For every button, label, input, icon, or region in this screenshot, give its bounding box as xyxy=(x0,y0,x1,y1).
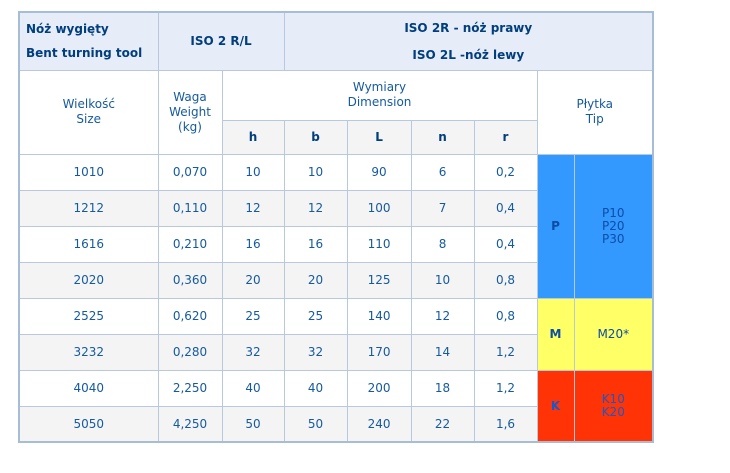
cell-size: 5050 xyxy=(18,405,159,443)
col-header-h: h xyxy=(221,119,285,155)
cell-r: 0,8 xyxy=(473,297,538,335)
header-row-dims: h b L n r xyxy=(19,119,653,155)
cell-h: 20 xyxy=(221,261,285,299)
cell-size: 1010 xyxy=(18,153,159,191)
table-row: 1616 0,210 16 16 110 8 0,4 xyxy=(18,225,653,263)
col-header-r: r xyxy=(473,119,538,155)
table-row: 3232 0,280 32 32 170 14 1,2 xyxy=(18,333,653,371)
cell-L: 100 xyxy=(346,189,412,227)
cell-n: 10 xyxy=(410,261,475,299)
table-row: 2525 0,620 25 25 140 12 0,8 M M20* xyxy=(18,297,654,371)
header-row-top: Nóż wygięty Bent turning tool ISO 2 R/L … xyxy=(18,11,654,71)
cell-weight: 0,620 xyxy=(157,297,223,335)
cell-weight: 0,280 xyxy=(157,333,223,371)
cell-n: 18 xyxy=(410,369,475,407)
cell-r: 1,6 xyxy=(473,405,538,443)
cell-r: 0,4 xyxy=(473,189,538,227)
tips-m-cell: M20* xyxy=(573,297,654,371)
cell-h: 50 xyxy=(221,405,285,443)
cell-h: 10 xyxy=(221,153,285,191)
cell-h: 12 xyxy=(221,189,285,227)
cell-b: 40 xyxy=(283,369,348,407)
cell-h: 40 xyxy=(221,369,285,407)
header-row-groups: Wielkość Size Waga Weight (kg) Wymiary D… xyxy=(18,69,654,155)
cell-r: 0,8 xyxy=(473,261,538,299)
iso-code: ISO 2 R/L xyxy=(190,34,252,49)
cell-L: 90 xyxy=(346,153,412,191)
cell-size: 2020 xyxy=(18,261,159,299)
tips-k-cell: K10 K20 xyxy=(573,369,654,443)
cell-size: 3232 xyxy=(18,333,159,371)
table-row: 4040 2,250 40 40 200 18 1,2 K K10 K20 xyxy=(18,369,654,443)
spec-table: Nóż wygięty Bent turning tool ISO 2 R/L … xyxy=(18,11,655,443)
iso-variants-cell: ISO 2R - nóż prawy ISO 2L -nóż lewy xyxy=(283,11,654,71)
cell-b: 32 xyxy=(283,333,348,371)
table-row: 1010 0,070 10 10 90 6 0,2 P P10 P20 P30 xyxy=(18,153,654,299)
col-header-weight: Waga Weight (kg) xyxy=(157,69,223,155)
cell-L: 125 xyxy=(346,261,412,299)
cell-size: 2525 xyxy=(18,297,159,335)
cell-n: 8 xyxy=(410,225,475,263)
cell-n: 7 xyxy=(410,189,475,227)
cell-h: 25 xyxy=(221,297,285,335)
cell-n: 14 xyxy=(410,333,475,371)
cell-size: 1212 xyxy=(18,189,159,227)
cell-weight: 0,110 xyxy=(157,189,223,227)
cell-L: 170 xyxy=(346,333,412,371)
cell-b: 16 xyxy=(283,225,348,263)
col-header-tip: Płytka Tip xyxy=(536,69,654,155)
cell-b: 10 xyxy=(283,153,348,191)
cell-weight: 2,250 xyxy=(157,369,223,407)
tips-p-cell: P10 P20 P30 xyxy=(573,153,654,299)
cell-b: 25 xyxy=(283,297,348,335)
cell-b: 12 xyxy=(283,189,348,227)
cell-h: 16 xyxy=(221,225,285,263)
col-header-size: Wielkość Size xyxy=(18,69,159,155)
cell-L: 110 xyxy=(346,225,412,263)
grade-m-cell: M xyxy=(536,297,575,371)
col-header-dimension: Wymiary Dimension xyxy=(221,69,538,121)
cell-weight: 0,070 xyxy=(157,153,223,191)
cell-r: 1,2 xyxy=(473,369,538,407)
cell-h: 32 xyxy=(221,333,285,371)
cell-weight: 0,210 xyxy=(157,225,223,263)
col-header-n: n xyxy=(410,119,475,155)
cell-L: 240 xyxy=(346,405,412,443)
cell-L: 140 xyxy=(346,297,412,335)
grade-p-cell: P xyxy=(536,153,575,299)
cell-b: 50 xyxy=(283,405,348,443)
cell-weight: 0,360 xyxy=(157,261,223,299)
col-header-L: L xyxy=(346,119,412,155)
grade-k-cell: K xyxy=(536,369,575,443)
iso-code-cell: ISO 2 R/L xyxy=(157,11,285,71)
iso-right-label: ISO 2R - nóż prawy xyxy=(404,20,533,35)
cell-size: 4040 xyxy=(18,369,159,407)
cell-size: 1616 xyxy=(18,225,159,263)
cell-b: 20 xyxy=(283,261,348,299)
col-header-b: b xyxy=(283,119,348,155)
cell-r: 1,2 xyxy=(473,333,538,371)
cell-weight: 4,250 xyxy=(157,405,223,443)
iso-left-label: ISO 2L -nóż lewy xyxy=(412,47,525,62)
cell-r: 0,4 xyxy=(473,225,538,263)
tool-name-en: Bent turning tool xyxy=(26,46,143,61)
cell-n: 22 xyxy=(410,405,475,443)
cell-r: 0,2 xyxy=(473,153,538,191)
table-row: 5050 4,250 50 50 240 22 1,6 xyxy=(18,405,653,443)
tool-title-cell: Nóż wygięty Bent turning tool xyxy=(18,11,159,71)
cell-n: 6 xyxy=(410,153,475,191)
cell-n: 12 xyxy=(410,297,475,335)
cell-L: 200 xyxy=(346,369,412,407)
table-row: 2020 0,360 20 20 125 10 0,8 xyxy=(18,261,653,299)
tool-name-pl: Nóż wygięty xyxy=(26,22,109,37)
